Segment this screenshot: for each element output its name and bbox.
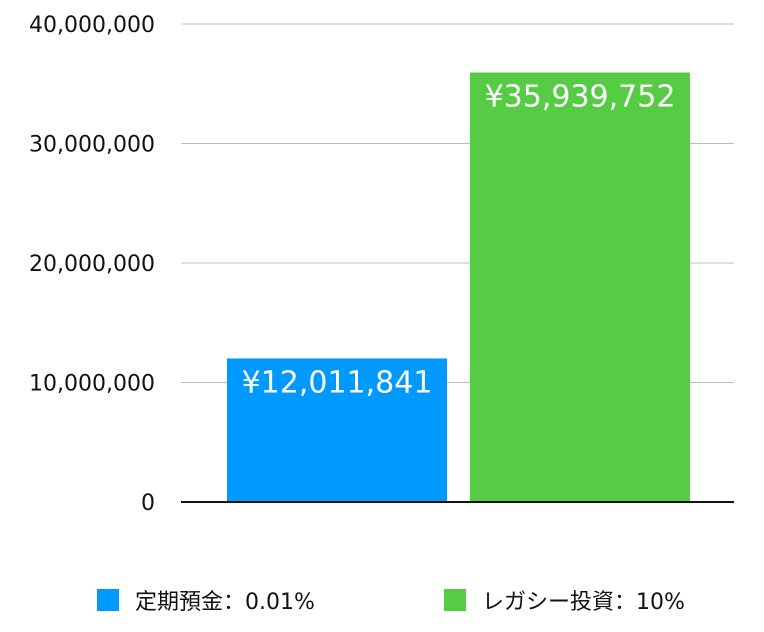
y-tick-label: 10,000,000 bbox=[29, 372, 155, 397]
y-axis: 0 10,000,000 20,000,000 30,000,000 40,000,00… bbox=[29, 13, 155, 516]
bar-chart: 0 10,000,000 20,000,000 30,000,000 40,000,00… bbox=[29, 13, 734, 516]
y-tick-label: 40,000,000 bbox=[29, 13, 155, 38]
bar-value-label: ¥35,939,752 bbox=[485, 80, 676, 115]
bars bbox=[227, 72, 690, 503]
bar bbox=[470, 72, 690, 503]
legend-label-deposit: 定期預金：0.01% bbox=[135, 590, 315, 615]
bar bbox=[227, 358, 447, 502]
legend-swatch-deposit bbox=[97, 589, 119, 611]
legend-label-legacy: レガシー投資：10% bbox=[482, 590, 685, 615]
legend-item-legacy: レガシー投資：10% bbox=[444, 584, 685, 616]
legend-swatch-legacy bbox=[444, 589, 466, 611]
bar-value-label: ¥12,011,841 bbox=[242, 365, 433, 400]
data-labels: ¥12,011,841 ¥35,939,752 bbox=[242, 80, 676, 401]
y-tick-label: 0 bbox=[141, 491, 155, 516]
y-tick-label: 30,000,000 bbox=[29, 133, 155, 158]
legend-item-deposit: 定期預金：0.01% bbox=[97, 584, 315, 616]
y-tick-label: 20,000,000 bbox=[29, 252, 155, 277]
